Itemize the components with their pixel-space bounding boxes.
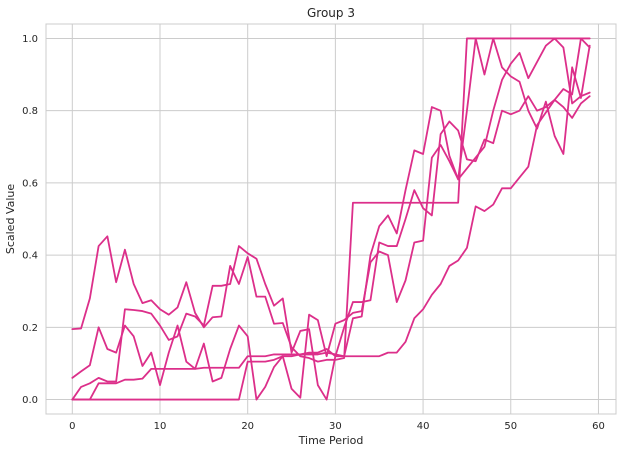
- plot-frame: [45, 23, 617, 415]
- y-tick-label: 0.0: [22, 395, 38, 406]
- series-line-5: [71, 37, 591, 401]
- y-tick-label: 0.2: [22, 323, 38, 334]
- y-tick-label: 0.6: [22, 178, 38, 189]
- series-line-1: [71, 37, 591, 363]
- y-tick-label: 0.8: [22, 106, 38, 117]
- x-axis-label: Time Period: [298, 434, 364, 447]
- x-tick-label: 20: [241, 421, 254, 432]
- x-tick-label: 0: [69, 421, 75, 432]
- series-line-3: [71, 37, 591, 401]
- x-tick-label: 40: [417, 421, 430, 432]
- x-tick-label: 50: [504, 421, 517, 432]
- series-group: [71, 37, 591, 401]
- x-tick-label: 60: [592, 421, 605, 432]
- x-tick-label: 30: [329, 421, 342, 432]
- y-tick-label: 1.0: [22, 34, 38, 45]
- series-line-2: [71, 37, 591, 401]
- grid: [46, 24, 616, 414]
- tick-labels: 0 10 20 30 40 50 60 0.0 0.2 0.4 0.6 0.8 1.0: [22, 34, 605, 432]
- x-tick-label: 10: [154, 421, 167, 432]
- y-tick-label: 0.4: [22, 251, 38, 262]
- y-axis-label: Scaled Value: [4, 184, 17, 255]
- chart-title: Group 3: [307, 6, 355, 20]
